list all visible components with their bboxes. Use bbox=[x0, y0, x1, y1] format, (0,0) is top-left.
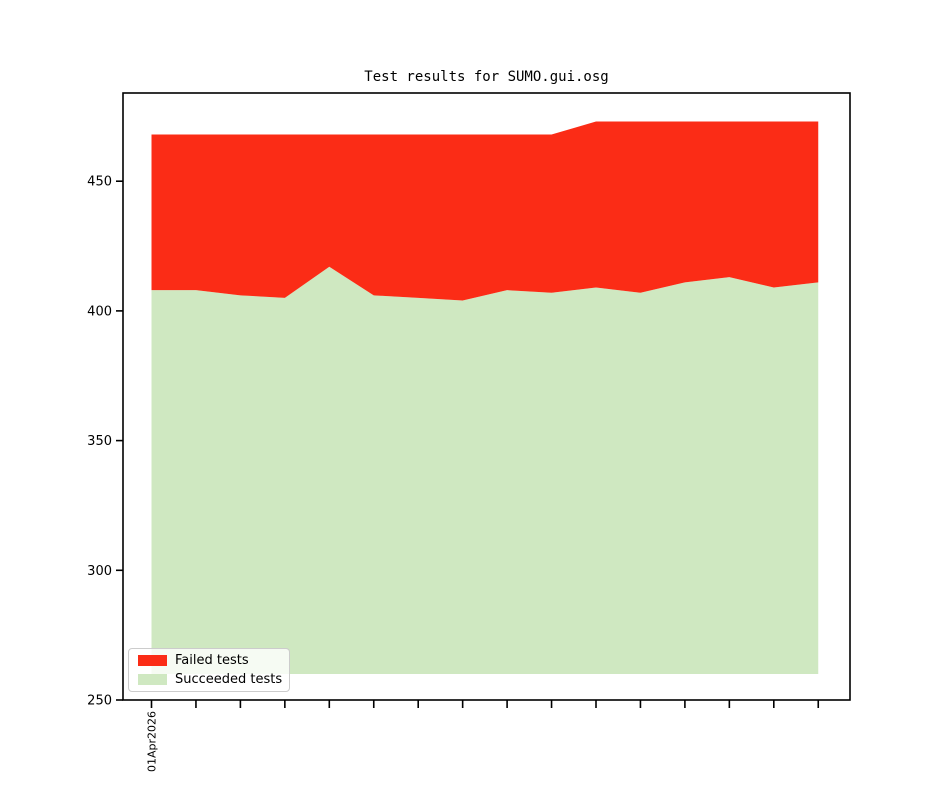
legend-item-failed: Failed tests bbox=[129, 652, 289, 670]
y-tick-label: 400 bbox=[87, 304, 112, 319]
x-tick-label: 01Apr2026 bbox=[146, 711, 159, 772]
y-tick-label: 350 bbox=[87, 434, 112, 449]
legend-label-succeeded: Succeeded tests bbox=[175, 671, 283, 687]
y-tick-label: 300 bbox=[87, 564, 112, 579]
legend: Failed tests Succeeded tests bbox=[128, 648, 290, 692]
succeeded-tests-swatch bbox=[138, 673, 167, 685]
legend-item-succeeded: Succeeded tests bbox=[129, 670, 289, 688]
legend-label-failed: Failed tests bbox=[175, 653, 249, 669]
plot-border bbox=[122, 92, 851, 701]
failed-area bbox=[151, 121, 819, 301]
y-tick-label: 450 bbox=[87, 175, 112, 190]
succeeded-area bbox=[151, 266, 819, 675]
failed-tests-swatch bbox=[138, 655, 167, 667]
y-tick-label: 250 bbox=[87, 694, 112, 709]
chart-title: Test results for SUMO.gui.osg bbox=[364, 69, 609, 85]
